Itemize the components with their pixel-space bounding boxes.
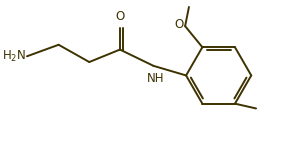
Text: $\mathregular{H_2N}$: $\mathregular{H_2N}$ bbox=[2, 49, 26, 64]
Text: O: O bbox=[174, 18, 183, 31]
Text: O: O bbox=[115, 10, 125, 23]
Text: methoxy: methoxy bbox=[189, 1, 195, 2]
Text: NH: NH bbox=[147, 72, 164, 85]
Text: CH$_3$: CH$_3$ bbox=[258, 106, 263, 111]
